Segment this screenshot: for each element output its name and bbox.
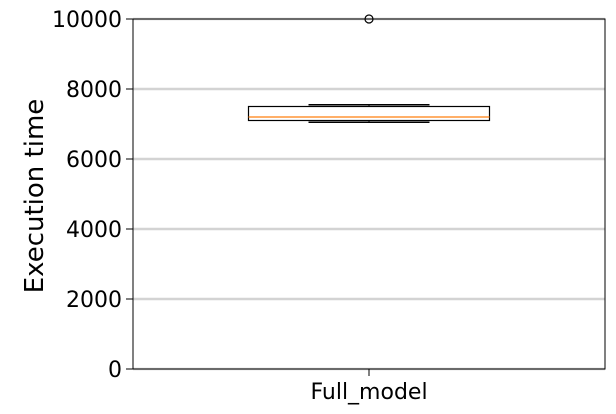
y-axis-title: Execution time — [20, 99, 50, 294]
y-axis-ticks: 0 2000 4000 6000 8000 10000 — [52, 8, 133, 383]
y-tick-label: 0 — [108, 358, 122, 383]
box-Full_model — [247, 14, 491, 123]
box-plot-marks — [247, 14, 491, 123]
y-tick-label: 10000 — [52, 8, 122, 33]
y-tick-label: 6000 — [66, 148, 122, 173]
grid-lines — [133, 17, 605, 371]
y-tick-label: 4000 — [66, 218, 122, 243]
y-tick-label: 8000 — [66, 78, 122, 103]
x-axis-ticks: Full_model — [310, 369, 428, 405]
x-tick-label: Full_model — [310, 380, 427, 405]
iqr-box — [247, 105, 491, 122]
plot-frame — [132, 18, 606, 370]
y-tick-label: 2000 — [66, 288, 122, 313]
